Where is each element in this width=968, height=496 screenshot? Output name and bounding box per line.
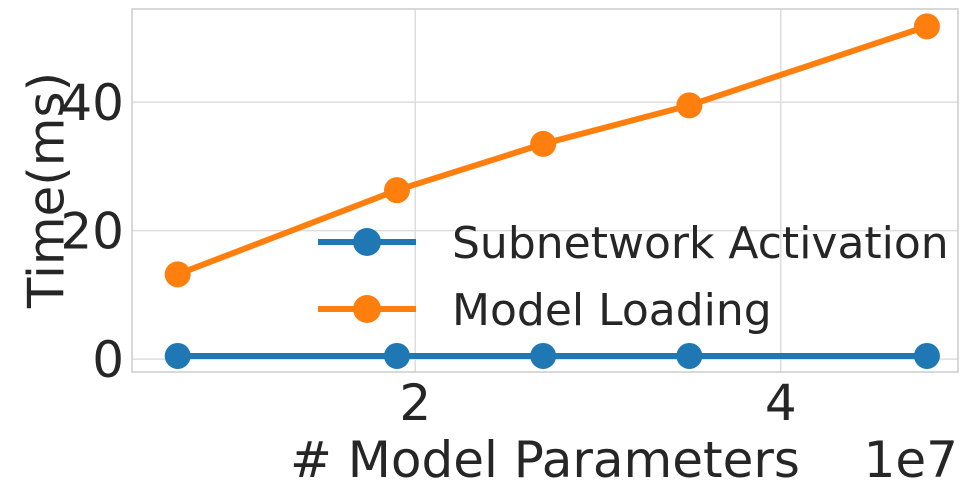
series-layer xyxy=(164,13,940,369)
x-axis-title: # Model Parameters xyxy=(290,431,800,489)
data-point xyxy=(913,342,940,369)
data-point xyxy=(383,177,410,204)
legend-label: Model Loading xyxy=(452,285,772,336)
data-point xyxy=(676,92,703,119)
x-tick-label: 2 xyxy=(399,374,431,432)
data-point xyxy=(530,342,557,369)
data-point xyxy=(164,261,191,288)
data-point xyxy=(530,130,557,157)
series xyxy=(164,13,940,288)
data-point xyxy=(383,342,410,369)
y-tick-label: 20 xyxy=(60,203,124,261)
y-axis-title: Time(ms) xyxy=(18,72,76,309)
data-point xyxy=(913,13,940,40)
legend: Subnetwork Activation Model Loading xyxy=(318,218,949,336)
plot-area-frame xyxy=(131,8,959,373)
y-tick-label: 40 xyxy=(60,74,124,132)
data-point xyxy=(164,342,191,369)
x-tick-label: 4 xyxy=(765,374,797,432)
legend-label: Subnetwork Activation xyxy=(452,218,949,269)
legend-marker xyxy=(353,228,381,256)
series xyxy=(164,342,940,369)
data-point xyxy=(676,342,703,369)
y-tick-label: 0 xyxy=(92,331,124,389)
legend-marker xyxy=(353,295,381,323)
x-axis-scale-offset: 1e7 xyxy=(864,431,958,489)
